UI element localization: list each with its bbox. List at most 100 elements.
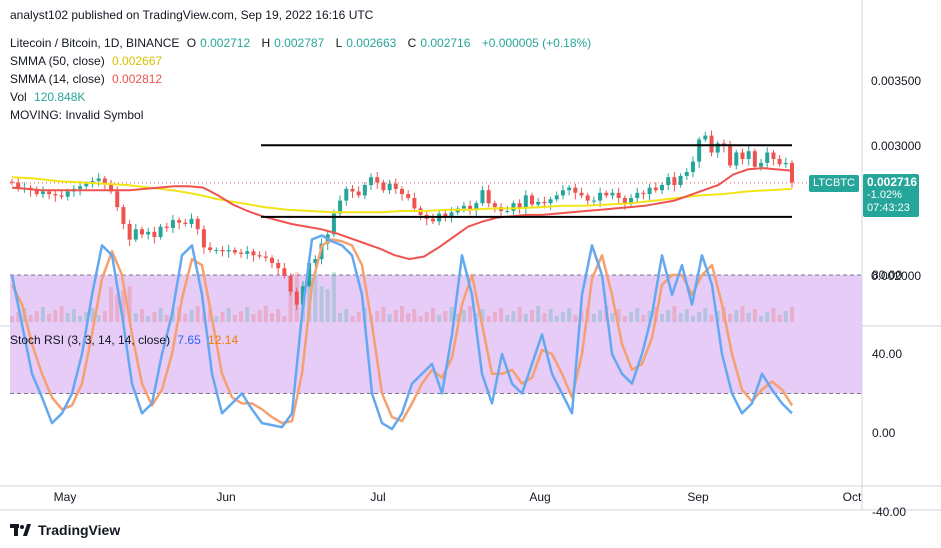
volume-bar <box>387 314 392 322</box>
candle-body <box>195 218 200 230</box>
candle <box>703 131 708 143</box>
candle-body <box>517 203 522 209</box>
volume-bar <box>90 308 95 322</box>
candle <box>356 186 361 198</box>
volume-bar <box>530 310 534 322</box>
candle <box>393 178 398 195</box>
candle-body <box>771 152 776 159</box>
candle-body <box>276 263 281 269</box>
candle-body <box>313 259 318 263</box>
tradingview-icon <box>10 524 31 536</box>
candle <box>598 187 603 208</box>
volume-bar <box>189 310 194 322</box>
volume-bar <box>523 314 528 322</box>
candle-body <box>598 192 603 201</box>
volume-bar <box>461 310 466 322</box>
ohlc-open: O 0.002712 <box>186 36 251 50</box>
candle <box>78 181 83 196</box>
stoch-legend[interactable]: Stoch RSI (3, 3, 14, 14, close) 7.65 12.… <box>10 333 242 347</box>
candle-body <box>400 188 404 195</box>
candle <box>765 147 770 169</box>
volume-bar <box>393 310 398 322</box>
volume-bar <box>728 314 733 322</box>
candle-body <box>350 188 355 192</box>
stoch-tick-label: -40.00 <box>872 505 906 519</box>
candle <box>418 205 423 221</box>
volume-bar <box>449 307 454 322</box>
candle <box>189 213 194 228</box>
volume-bar <box>746 313 751 322</box>
candle <box>610 188 615 200</box>
candle-body <box>201 229 206 248</box>
smma14-value: 0.002812 <box>112 72 163 86</box>
candle-body <box>251 251 256 256</box>
candle-body <box>715 143 720 153</box>
candle-body <box>102 178 107 184</box>
moving-legend[interactable]: MOVING: Invalid Symbol <box>10 108 144 122</box>
volume-bar <box>356 312 361 322</box>
candle-body <box>164 226 169 228</box>
candle <box>350 185 355 198</box>
candle-body <box>189 218 194 224</box>
candle <box>771 149 776 166</box>
tradingview-logo[interactable]: TradingView <box>10 522 120 538</box>
volume-bar <box>709 315 714 322</box>
candle-body <box>152 231 157 237</box>
candle <box>746 146 751 166</box>
candle <box>214 247 219 254</box>
candle <box>220 246 225 257</box>
volume-bar <box>629 312 634 322</box>
candle-body <box>449 212 454 217</box>
volume-bar <box>622 316 627 322</box>
volume-bar <box>226 308 231 322</box>
candle-body <box>214 250 219 251</box>
volume-bar <box>146 316 151 322</box>
volume-legend[interactable]: Vol 120.848K <box>10 90 89 104</box>
volume-bar <box>734 310 739 322</box>
candle-body <box>653 187 658 191</box>
time-tick-label: Oct <box>843 490 862 504</box>
candle-body <box>406 194 411 198</box>
candle-body <box>530 195 534 205</box>
candle <box>604 190 609 198</box>
smma50-legend[interactable]: SMMA (50, close) 0.002667 <box>10 54 166 68</box>
volume-bar <box>406 313 411 322</box>
candle-body <box>96 178 101 182</box>
volume-bar <box>158 308 163 322</box>
candle-body <box>740 152 745 159</box>
ohlc-low: L 0.002663 <box>335 36 397 50</box>
candle <box>140 226 144 239</box>
volume-bar <box>313 272 318 322</box>
volume-bar <box>276 309 281 322</box>
candle <box>257 251 262 260</box>
candle-body <box>734 152 739 166</box>
candle <box>276 259 281 275</box>
candle <box>183 218 188 227</box>
candle-body <box>381 182 386 191</box>
volume-bar <box>400 306 404 322</box>
candle-body <box>356 191 361 196</box>
candle-body <box>263 256 268 258</box>
volume-bar <box>109 287 114 322</box>
smma14-legend[interactable]: SMMA (14, close) 0.002812 <box>10 72 166 86</box>
candle <box>660 182 664 195</box>
candle-body <box>666 177 671 185</box>
candle-body <box>412 198 417 209</box>
volume-bar <box>591 314 596 322</box>
volume-bar <box>517 307 522 322</box>
volume-bar <box>455 314 460 322</box>
smma50-label: SMMA (50, close) <box>10 54 105 68</box>
candle-body <box>208 247 213 250</box>
ohlc-high: H 0.002787 <box>261 36 325 50</box>
volume-bar <box>499 308 504 322</box>
candle <box>387 179 392 195</box>
symbol-name[interactable]: Litecoin / Bitcoin, 1D, BINANCE <box>10 36 180 50</box>
candle-body <box>170 220 175 228</box>
volume-bar <box>40 307 45 322</box>
candle <box>480 186 485 206</box>
candle <box>121 204 126 230</box>
candle <box>653 182 658 193</box>
volume-bar <box>690 316 695 322</box>
candle-body <box>288 276 293 292</box>
